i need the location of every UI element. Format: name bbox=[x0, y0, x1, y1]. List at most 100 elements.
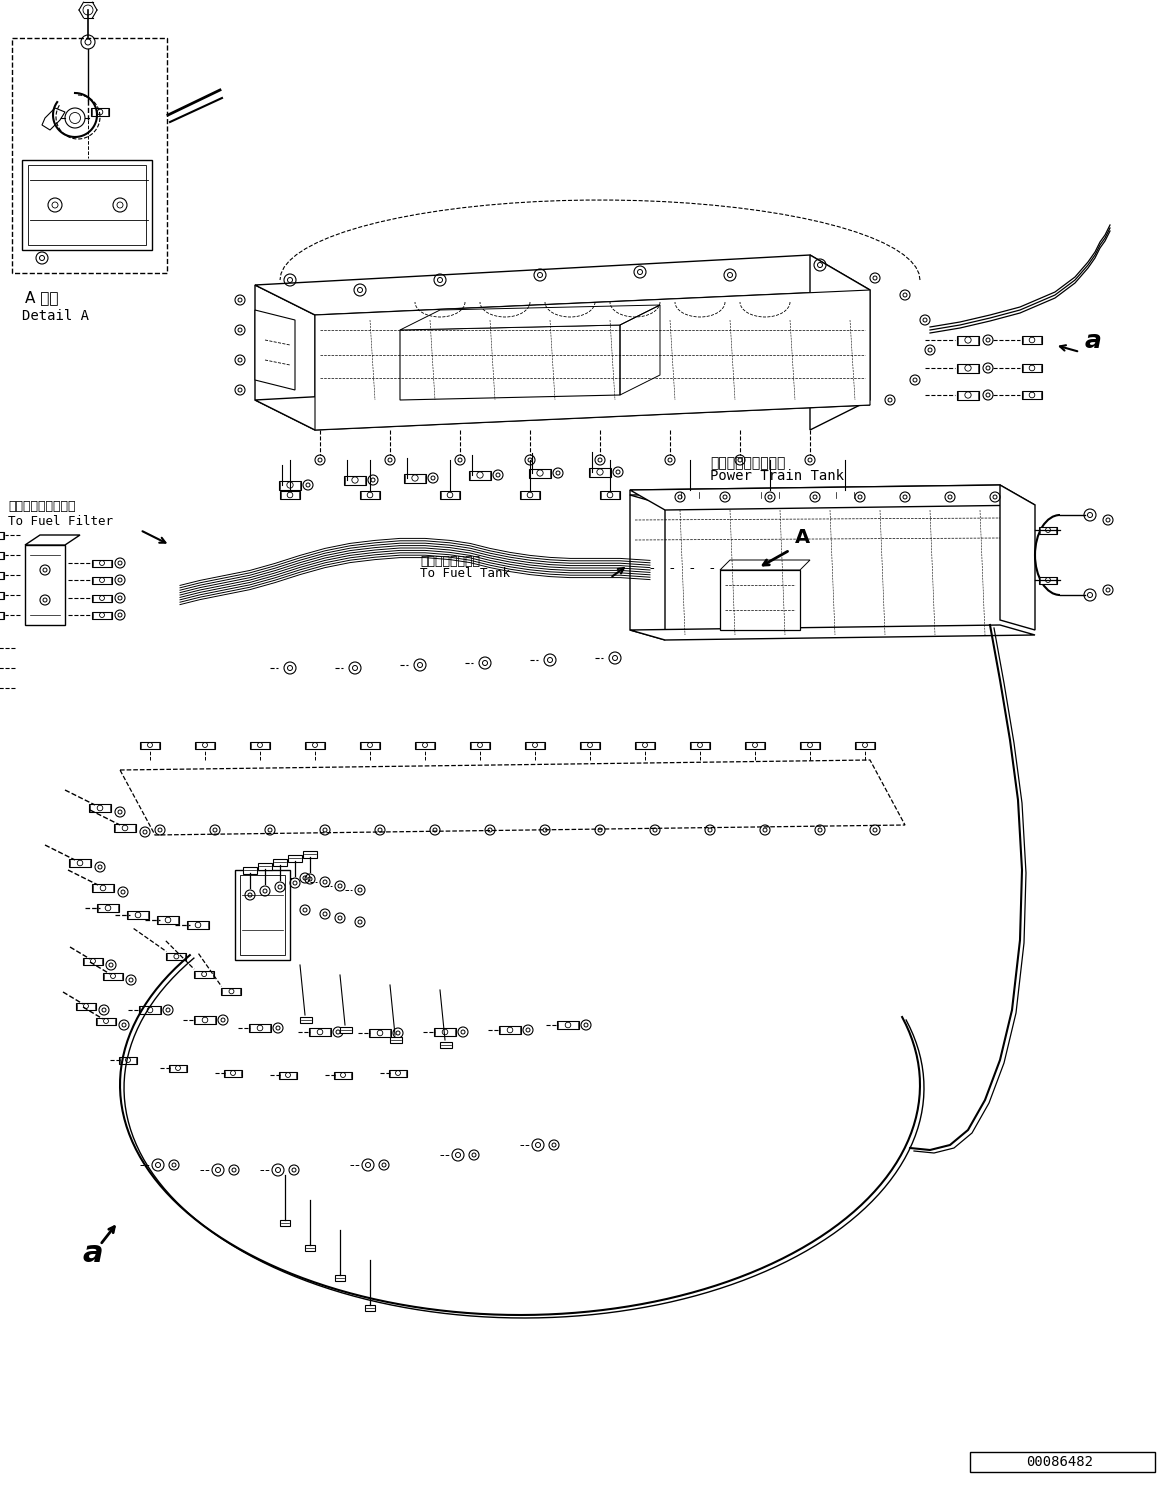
Bar bbox=[557, 1021, 579, 1029]
Bar bbox=[415, 741, 435, 748]
Bar bbox=[96, 1017, 116, 1024]
Bar bbox=[360, 741, 380, 748]
Polygon shape bbox=[255, 310, 295, 391]
Bar bbox=[760, 491, 780, 499]
Text: a: a bbox=[82, 1239, 103, 1267]
Bar bbox=[97, 904, 119, 912]
Text: 00086482: 00086482 bbox=[1026, 1455, 1093, 1469]
Bar bbox=[240, 875, 285, 956]
Bar bbox=[1039, 526, 1057, 534]
Bar bbox=[69, 859, 91, 866]
Bar bbox=[835, 491, 855, 499]
Bar bbox=[28, 166, 146, 245]
Polygon shape bbox=[400, 325, 620, 400]
Text: To Fuel Tank: To Fuel Tank bbox=[420, 567, 510, 580]
Bar bbox=[369, 1029, 391, 1038]
Bar bbox=[12, 37, 167, 273]
Bar bbox=[360, 491, 380, 499]
Bar bbox=[83, 957, 103, 965]
Bar bbox=[1023, 335, 1042, 344]
Bar bbox=[529, 468, 551, 477]
Bar bbox=[103, 972, 123, 980]
Bar bbox=[223, 1069, 242, 1077]
Bar bbox=[600, 491, 620, 499]
Bar bbox=[344, 476, 366, 485]
Bar bbox=[157, 915, 179, 924]
Bar bbox=[0, 592, 3, 598]
Bar bbox=[221, 989, 242, 994]
Bar bbox=[195, 971, 214, 978]
Bar bbox=[680, 491, 699, 499]
Bar bbox=[113, 825, 135, 832]
Bar bbox=[1039, 577, 1057, 583]
Text: To Fuel Filter: To Fuel Filter bbox=[8, 514, 113, 528]
Bar bbox=[365, 1305, 375, 1311]
Polygon shape bbox=[25, 535, 80, 546]
Polygon shape bbox=[720, 570, 800, 631]
Bar bbox=[745, 741, 765, 748]
Bar bbox=[280, 491, 300, 499]
Bar bbox=[1023, 364, 1042, 371]
Bar bbox=[305, 1245, 315, 1251]
Bar bbox=[309, 1027, 331, 1036]
Bar bbox=[0, 531, 3, 538]
Bar bbox=[404, 474, 426, 483]
Bar bbox=[243, 866, 257, 874]
Bar bbox=[195, 1015, 217, 1024]
Text: フェエルタンクへ: フェエルタンクへ bbox=[420, 555, 481, 568]
Bar bbox=[580, 741, 600, 748]
Bar bbox=[340, 1027, 352, 1033]
Bar bbox=[91, 884, 113, 892]
Bar bbox=[119, 1057, 137, 1063]
Bar bbox=[91, 611, 112, 619]
Bar bbox=[469, 471, 491, 480]
Bar bbox=[303, 850, 317, 857]
Bar bbox=[334, 1072, 352, 1078]
Bar bbox=[0, 611, 3, 619]
Polygon shape bbox=[25, 546, 65, 625]
Bar bbox=[0, 571, 3, 579]
Bar bbox=[195, 741, 215, 748]
Polygon shape bbox=[255, 370, 870, 429]
Bar bbox=[139, 1006, 161, 1014]
Bar bbox=[250, 741, 270, 748]
Bar bbox=[470, 741, 490, 748]
Text: A 詳細: A 詳細 bbox=[25, 291, 59, 306]
Bar bbox=[390, 1038, 402, 1044]
Text: Power Train Tank: Power Train Tank bbox=[710, 470, 844, 483]
Polygon shape bbox=[1001, 485, 1035, 631]
Polygon shape bbox=[255, 285, 315, 429]
Bar bbox=[140, 741, 160, 748]
Bar bbox=[91, 107, 109, 116]
Polygon shape bbox=[809, 255, 870, 429]
Bar bbox=[91, 595, 112, 601]
Polygon shape bbox=[235, 871, 290, 960]
Bar bbox=[957, 364, 979, 373]
Bar bbox=[279, 1072, 296, 1078]
Bar bbox=[957, 335, 979, 344]
Bar bbox=[690, 741, 710, 748]
Polygon shape bbox=[630, 495, 665, 640]
Bar bbox=[335, 1275, 345, 1281]
Bar bbox=[76, 1002, 96, 1009]
Bar bbox=[167, 953, 186, 960]
Bar bbox=[0, 552, 3, 559]
Polygon shape bbox=[630, 485, 1035, 510]
Bar bbox=[249, 1024, 271, 1032]
Bar bbox=[635, 741, 655, 748]
Bar bbox=[434, 1027, 456, 1036]
Bar bbox=[300, 1017, 312, 1023]
Text: パワートレンタンク: パワートレンタンク bbox=[710, 456, 785, 470]
Bar bbox=[127, 911, 149, 918]
Polygon shape bbox=[315, 291, 870, 429]
Bar bbox=[186, 921, 208, 929]
Bar bbox=[91, 559, 112, 567]
Bar bbox=[440, 491, 460, 499]
Bar bbox=[499, 1026, 521, 1033]
Bar bbox=[525, 741, 545, 748]
Bar bbox=[280, 1220, 290, 1226]
Bar bbox=[957, 391, 979, 400]
Text: a: a bbox=[1085, 330, 1102, 353]
Bar bbox=[389, 1069, 406, 1077]
Text: Detail A: Detail A bbox=[22, 309, 89, 324]
